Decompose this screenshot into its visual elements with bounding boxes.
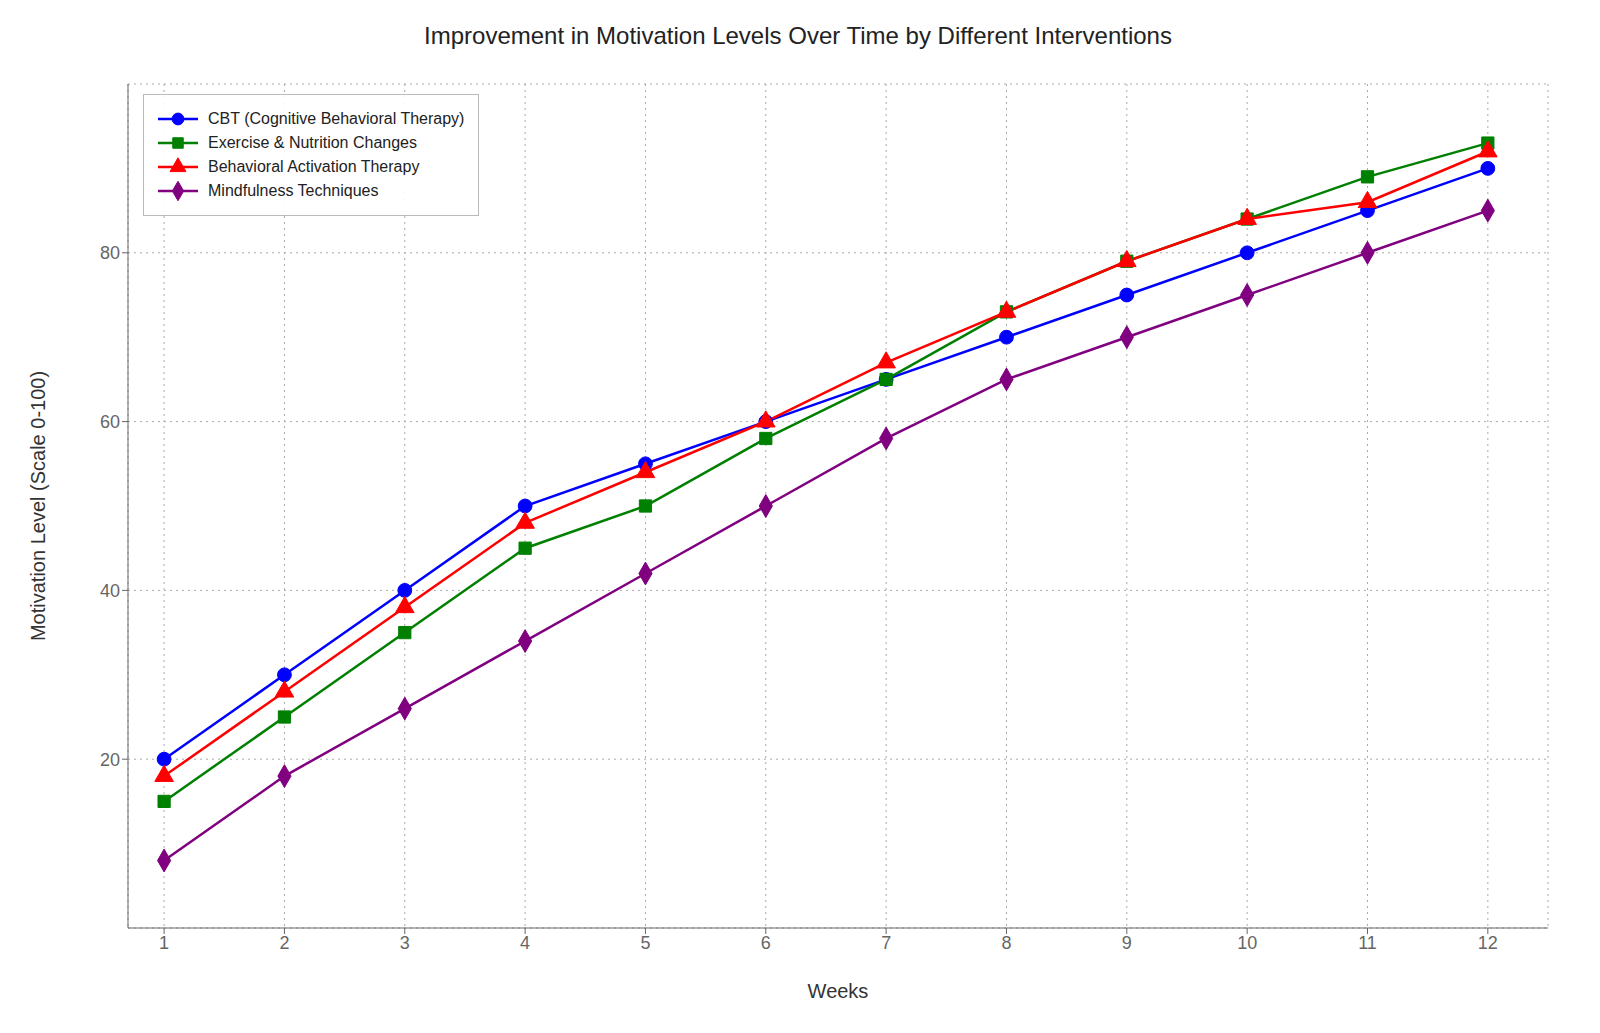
html-text:Improvement in Motivation Leve: Improvement in Motivation Levels Over Ti… xyxy=(424,22,1172,49)
svg-text:Weeks: Weeks xyxy=(808,980,869,1002)
svg-text:4: 4 xyxy=(520,933,530,953)
svg-text:80: 80 xyxy=(100,243,120,263)
svg-text:12: 12 xyxy=(1478,933,1498,953)
html-text:Exercise & Nutrition Changes: Exercise & Nutrition Changes xyxy=(208,134,417,151)
svg-text:1: 1 xyxy=(159,933,169,953)
svg-text:60: 60 xyxy=(100,412,120,432)
svg-text:40: 40 xyxy=(100,581,120,601)
svg-text:3: 3 xyxy=(400,933,410,953)
svg-text:6: 6 xyxy=(761,933,771,953)
svg-text:5: 5 xyxy=(640,933,650,953)
svg-text:10: 10 xyxy=(1237,933,1257,953)
html-text:Mindfulness Techniques: Mindfulness Techniques xyxy=(208,182,379,199)
svg-text:20: 20 xyxy=(100,750,120,770)
svg-text:11: 11 xyxy=(1358,933,1377,953)
svg-text:8: 8 xyxy=(1001,933,1011,953)
svg-text:Motivation Level (Scale 0-100): Motivation Level (Scale 0-100) xyxy=(27,371,49,641)
svg-text:2: 2 xyxy=(279,933,289,953)
svg-text:7: 7 xyxy=(881,933,891,953)
svg-text:9: 9 xyxy=(1122,933,1132,953)
html-text:Behavioral Activation Therapy: Behavioral Activation Therapy xyxy=(208,158,420,175)
html-text:CBT (Cognitive Behavioral Ther: CBT (Cognitive Behavioral Therapy) xyxy=(208,110,465,127)
